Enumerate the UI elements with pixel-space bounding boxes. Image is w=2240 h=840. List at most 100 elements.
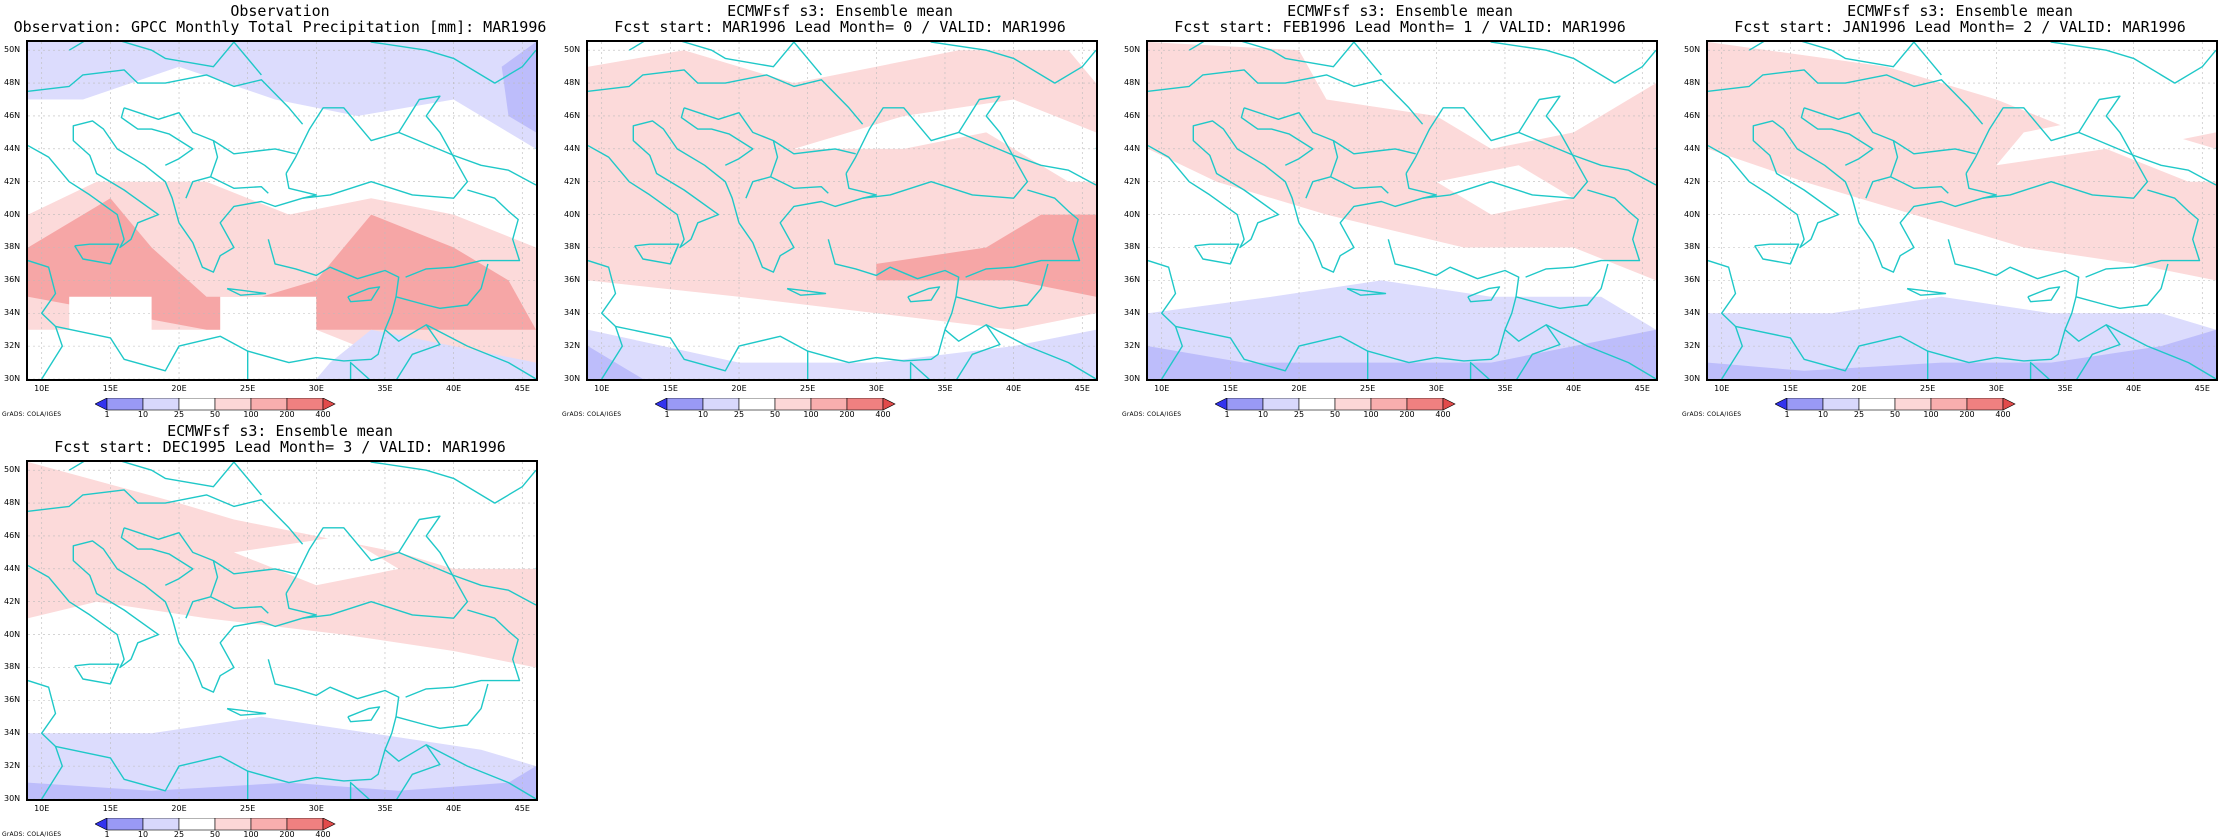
coastline [1858,173,1997,273]
colorbar-label: 25 [173,410,185,419]
colorbar-label: 1 [104,830,110,839]
coastline [958,131,1096,186]
lon-tick-label: 40E [445,384,462,393]
coastline [213,140,296,155]
map-panel: ECMWFsf s3: Ensemble mean Fcst start: JAN… [1680,0,2240,420]
lat-tick-label: 48N [1684,78,1701,88]
colorbar-segment [702,397,740,411]
panel-title: ECMWFsf s3: Ensemble mean [1287,2,1513,20]
map-panel: ECMWFsf s3: Ensemble mean Fcst start: FEB… [1120,0,1680,420]
coastline [398,131,536,186]
map-panel: ECMWFsf s3: Ensemble mean Fcst start: DEC… [0,420,560,840]
lon-tick-label: 30E [308,384,324,393]
coastline [628,42,822,76]
lon-tick-label: 20E [731,384,747,393]
precip-shading [220,296,317,363]
panel-subtitle: Fcst start: DEC1995 Lead Month= 3 / VALI… [54,438,506,456]
coastline [786,287,827,296]
coastline [41,326,63,379]
coastline [1708,69,1984,125]
coastline [405,609,521,698]
lat-tick-label: 50N [1124,45,1141,55]
lon-tick-label: 30E [868,384,884,393]
coastline [1545,324,1656,379]
lat-tick-label: 42N [4,176,21,186]
coastline [28,489,304,545]
panel-subtitle: Fcst start: FEB1996 Lead Month= 1 / VALI… [1174,18,1626,36]
lon-tick-label: 20E [171,384,187,393]
lat-tick-label: 36N [1684,275,1701,285]
colorbar-label: 25 [733,410,745,419]
colorbar-segment [94,397,108,411]
coastline [213,560,296,575]
precip-map [586,40,1098,381]
colorbar-label: 50 [769,410,781,419]
colorbar-segment [1214,397,1228,411]
lon-tick-label: 40E [1005,384,1022,393]
lat-tick-label: 36N [4,275,21,285]
colorbar-label: 10 [1257,410,1269,419]
precip-map [1706,40,2218,381]
lon-tick-label: 35E [1497,384,1513,393]
lat-tick-label: 40N [4,209,21,219]
coastline [930,42,1096,84]
lat-tick-label: 40N [564,209,581,219]
coastline [1148,69,1424,125]
coastline [109,667,118,685]
coastline [588,239,960,372]
lat-tick-label: 34N [4,308,21,318]
coastline [405,189,521,278]
coastline [28,69,304,125]
colorbar-label: 10 [137,830,149,839]
lon-tick-label: 20E [1291,384,1307,393]
lon-tick-label: 25E [800,384,816,393]
coastline [123,527,219,619]
colorbar-segment [846,397,884,411]
grads-credit: GrADS: COLA/IGES [1682,411,1742,418]
panel-subtitle: Fcst start: MAR1996 Lead Month= 0 / VALI… [614,18,1066,36]
lon-tick-label: 45E [514,804,530,813]
precip-shading [1148,280,1656,379]
panel-title: Observation [230,2,330,20]
panel-subtitle: Observation: GPCC Monthly Total Precipit… [13,18,547,36]
coastline [210,176,269,194]
lat-tick-label: 30N [1124,374,1141,383]
precip-shading [1148,329,1656,379]
lon-tick-label: 25E [1920,384,1936,393]
colorbar-label: 400 [1995,410,2011,419]
coastline [68,42,262,76]
coastline [680,107,754,166]
colorbar [94,397,425,416]
colorbar-label: 25 [173,830,185,839]
coastline [285,95,469,199]
colorbar-segment [1930,397,1968,411]
coastline [588,120,740,249]
lat-tick-label: 38N [1124,242,1141,252]
lat-tick-label: 50N [4,45,21,55]
coastline [2029,361,2065,379]
coastline [210,596,269,614]
lat-tick-label: 44N [564,143,581,153]
colorbar [654,397,985,416]
colorbar-segment [1822,397,1860,411]
lon-tick-label: 30E [1428,384,1444,393]
precip-shading [1436,165,1574,215]
lat-tick-label: 38N [1684,242,1701,252]
coastline [349,781,385,799]
lat-tick-label: 30N [1684,374,1701,383]
lat-tick-label: 46N [1124,110,1141,120]
colorbar-label: 100 [803,410,819,419]
lat-tick-label: 46N [1684,110,1701,120]
map-panel: Observation Observation: GPCC Monthly Tot… [0,0,560,420]
colorbar-segment [250,817,288,831]
colorbar-label: 100 [1923,410,1939,419]
lat-tick-label: 40N [4,629,21,639]
colorbar-label: 25 [1293,410,1305,419]
coastline [1906,287,1947,296]
coastline [28,659,400,792]
colorbar-segment [322,817,336,831]
coastline [349,361,385,379]
lat-tick-label: 32N [1124,341,1141,351]
precip-shading [501,42,536,133]
colorbar-segment [1774,397,1788,411]
